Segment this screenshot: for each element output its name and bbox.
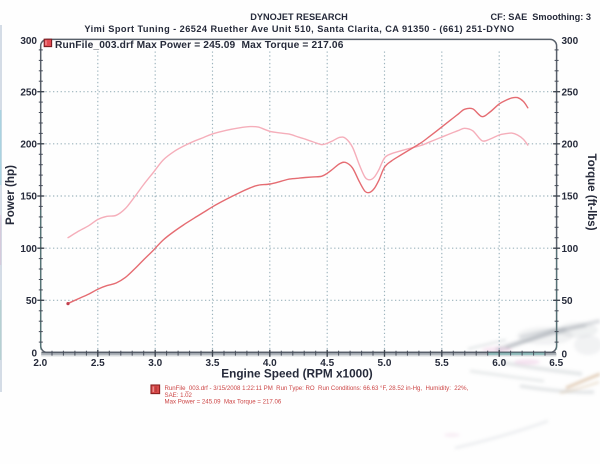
- svg-text:RunFile_003.drf - 3/15/2008 1:: RunFile_003.drf - 3/15/2008 1:22:11 PM R…: [165, 385, 469, 392]
- svg-text:4.5: 4.5: [320, 358, 334, 369]
- svg-text:RunFile_003.drf Max Power = 24: RunFile_003.drf Max Power = 245.09: [55, 40, 236, 51]
- svg-text:6.0: 6.0: [492, 358, 506, 369]
- svg-text:2.0: 2.0: [33, 358, 47, 369]
- svg-text:5.5: 5.5: [435, 358, 449, 369]
- svg-text:Max Power = 245.09 Max Torque: Max Power = 245.09 Max Torque = 217.06: [165, 399, 282, 406]
- svg-text:100: 100: [20, 244, 37, 255]
- svg-text:50: 50: [26, 296, 38, 307]
- svg-text:DYNOJET RESEARCH: DYNOJET RESEARCH: [250, 12, 348, 22]
- svg-text:250: 250: [20, 87, 37, 98]
- svg-text:2.5: 2.5: [91, 358, 105, 369]
- svg-text:Power (hp): Power (hp): [4, 165, 17, 225]
- svg-text:0: 0: [31, 349, 37, 360]
- svg-text:300: 300: [562, 36, 579, 47]
- svg-text:200: 200: [562, 140, 579, 151]
- svg-text:0: 0: [562, 350, 568, 361]
- svg-text:Yimi Sport Tuning - 26524 Ruet: Yimi Sport Tuning - 26524 Ruether Ave Un…: [84, 24, 514, 34]
- svg-text:SAE: 1.02: SAE: 1.02: [165, 392, 193, 399]
- svg-text:100: 100: [562, 244, 579, 255]
- svg-text:Engine Speed (RPM x1000): Engine Speed (RPM x1000): [221, 367, 373, 381]
- svg-text:Torque (ft-lbs): Torque (ft-lbs): [585, 153, 597, 230]
- svg-text:200: 200: [20, 140, 37, 151]
- svg-text:150: 150: [562, 192, 579, 203]
- svg-text:3.5: 3.5: [206, 358, 220, 369]
- svg-text:5.0: 5.0: [378, 358, 392, 369]
- svg-text:150: 150: [20, 192, 37, 203]
- svg-text:6.5: 6.5: [549, 358, 563, 369]
- svg-text:50: 50: [562, 296, 574, 307]
- svg-text:300: 300: [20, 36, 37, 47]
- svg-text:4.0: 4.0: [263, 358, 277, 369]
- svg-text:3.0: 3.0: [148, 358, 162, 369]
- svg-text:CF: SAE Smoothing: 3: CF: SAE Smoothing: 3: [490, 12, 591, 22]
- svg-text:Max Torque = 217.06: Max Torque = 217.06: [242, 40, 344, 51]
- svg-text:250: 250: [562, 87, 579, 98]
